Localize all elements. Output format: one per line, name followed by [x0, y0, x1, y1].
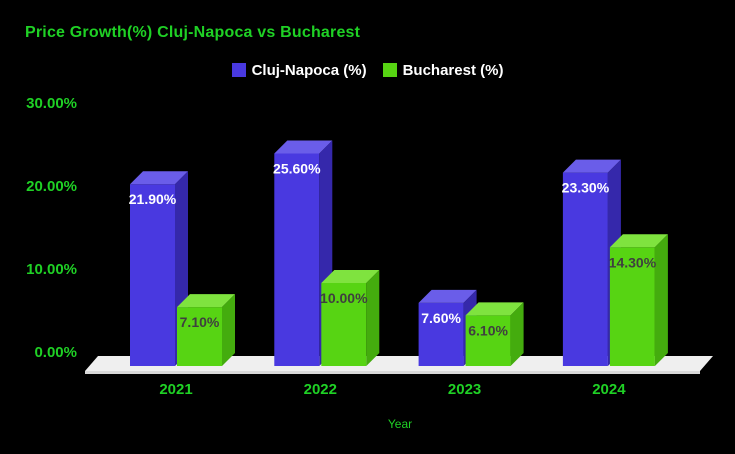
bar-front-face	[321, 283, 367, 366]
bar-bucharest--2022[interactable]: 10.00%	[320, 270, 380, 366]
bar-front-face	[562, 172, 608, 366]
bar-side-face	[366, 270, 380, 366]
legend-swatch-icon	[231, 63, 246, 77]
bar-front-face	[418, 302, 464, 366]
bar-top-face	[418, 289, 477, 303]
y-axis-tick-label: 0.00%	[34, 344, 77, 361]
bar-value-label: 21.90%	[129, 191, 177, 207]
bar-bucharest--2023[interactable]: 6.10%	[465, 302, 524, 366]
floor-plane	[85, 356, 713, 371]
bar-top-face	[562, 159, 621, 173]
bar-value-label: 14.30%	[609, 254, 657, 270]
x-axis-tick-label-2021: 2021	[159, 381, 193, 398]
bar-top-face	[177, 294, 235, 308]
bar-front-face	[465, 315, 511, 366]
bar-value-label: 7.60%	[421, 310, 461, 326]
x-axis-tick-label-2022: 2022	[303, 381, 337, 398]
bar-value-label: 6.10%	[468, 322, 508, 338]
bar-bucharest--2024[interactable]: 14.30%	[609, 234, 668, 366]
bar-front-face	[177, 307, 222, 366]
bar-top-face	[130, 171, 188, 185]
floor-front-edge	[85, 371, 700, 374]
bar-front-face	[274, 153, 320, 366]
bar-top-face	[274, 140, 333, 154]
bar-bucharest--2021[interactable]: 7.10%	[177, 294, 235, 366]
y-axis-tick-label: 10.00%	[26, 261, 77, 278]
legend-label: Cluj-Napoca (%)	[251, 61, 367, 79]
bar-top-face	[609, 234, 668, 248]
legend: Cluj-Napoca (%) Bucharest (%)	[0, 61, 735, 79]
legend-label: Bucharest (%)	[402, 61, 504, 79]
legend-swatch-icon	[382, 63, 397, 77]
bar-value-label: 25.60%	[273, 161, 321, 177]
bar-value-label: 7.10%	[180, 314, 220, 330]
chart-title: Price Growth(%) Cluj-Napoca vs Bucharest	[25, 24, 361, 41]
bar-top-face	[465, 302, 524, 316]
bar-cluj-napoca--2023[interactable]: 7.60%	[418, 289, 477, 366]
y-axis-tick-label: 20.00%	[26, 178, 77, 195]
bar-top-face	[321, 270, 380, 283]
x-axis-tick-label-2023: 2023	[447, 381, 482, 398]
bar-front-face	[130, 184, 175, 366]
bar-front-face	[609, 247, 655, 366]
bar-value-label: 23.30%	[562, 180, 610, 196]
x-axis-title: Year	[387, 417, 413, 431]
bar-side-face	[222, 294, 235, 366]
x-axis-tick-label-2024: 2024	[592, 381, 626, 398]
bar-side-face	[654, 234, 668, 366]
bar-side-face	[510, 302, 524, 366]
y-axis-tick-label: 30.00%	[26, 95, 77, 112]
legend-item-bucharest-[interactable]: Bucharest (%)	[382, 61, 504, 79]
legend-item-cluj-napoca-[interactable]: Cluj-Napoca (%)	[231, 61, 367, 79]
bar-value-label: 10.00%	[320, 290, 368, 306]
